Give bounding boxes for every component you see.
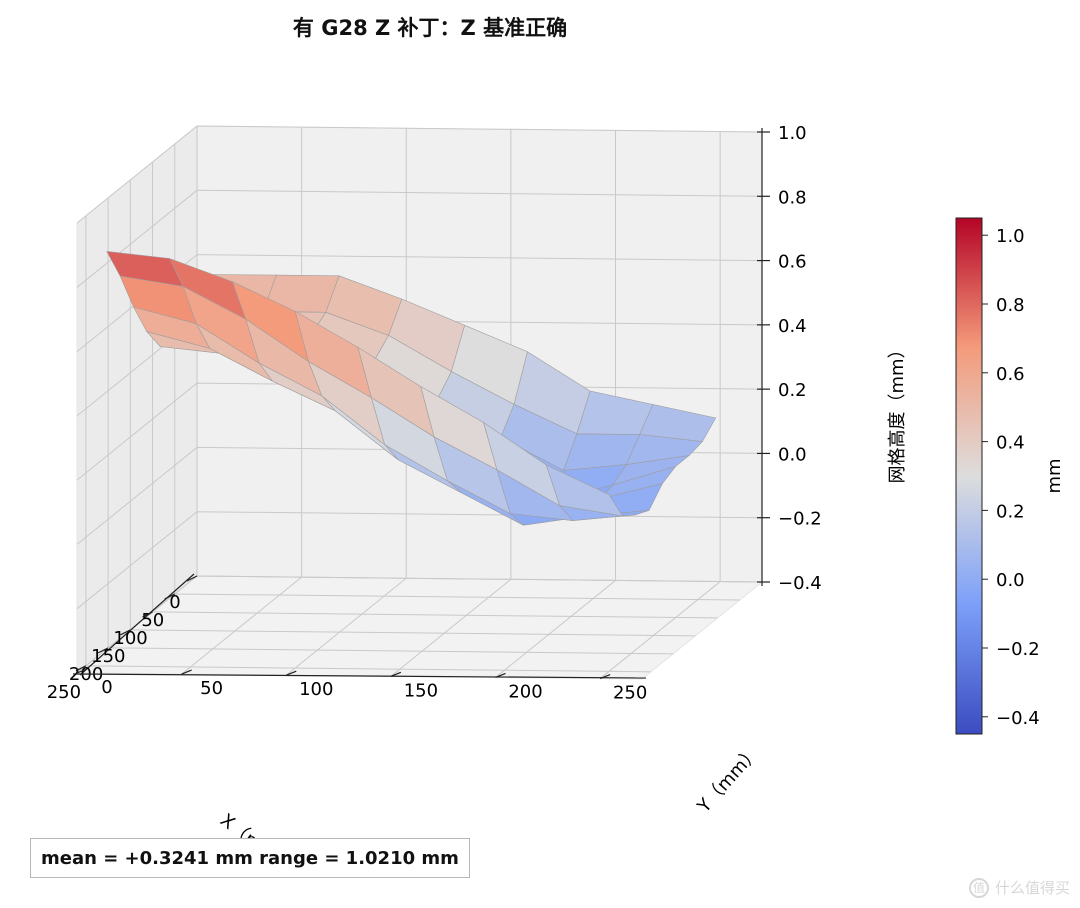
gridline-x-200 [108, 647, 674, 655]
z-tick-label-0.6: 0.6 [778, 252, 807, 273]
y-axis-line [72, 673, 647, 679]
gridline-y-150 [390, 578, 512, 677]
colorbar-label: mm [1044, 458, 1065, 493]
colorbar [955, 217, 983, 735]
gridline-y-200 [495, 580, 616, 678]
x-tick-label-100: 100 [113, 628, 147, 649]
surface [106, 251, 717, 526]
colorbar-tick-label--0.2: −0.2 [996, 639, 1040, 660]
y-tick-label-100: 100 [299, 679, 333, 700]
watermark-text: 什么值得买 [994, 879, 1070, 897]
z-axis-label: 网格高度（mm） [887, 340, 908, 483]
gridline-x-250 [85, 665, 651, 673]
z-tick-label--0.2: −0.2 [778, 509, 822, 530]
x-tick-250 [75, 665, 87, 672]
colorbar-tick-label-0.6: 0.6 [996, 364, 1025, 385]
chart-title: 有 G28 Z 补丁：Z 基准正确 [292, 16, 568, 40]
x-tick-200 [97, 647, 109, 654]
y-tick-label-200: 200 [508, 681, 542, 702]
y-tick-250 [599, 673, 611, 680]
y-tick-label-0: 0 [101, 677, 112, 698]
z-tick-label-1.0: 1.0 [778, 123, 807, 144]
y-tick-50 [181, 669, 192, 675]
gridline-x-50 [174, 593, 740, 601]
stats-box: mean = +0.3241 mm range = 1.0210 mm [30, 838, 470, 878]
x-tick-50 [164, 593, 176, 600]
y-tick-150 [390, 671, 402, 677]
x-tick-label-0: 0 [169, 592, 180, 613]
gridline-y-100 [285, 577, 407, 676]
z-tick-label-0.8: 0.8 [778, 187, 807, 208]
z-tick-label--0.4: −0.4 [778, 573, 822, 594]
y-tick-label-250: 250 [613, 683, 647, 704]
colorbar-tick-label-0.8: 0.8 [996, 295, 1025, 316]
y-tick-label-150: 150 [404, 680, 438, 701]
colorbar-tick-label-1.0: 1.0 [996, 226, 1025, 247]
y-tick-label-50: 50 [200, 678, 223, 699]
y-tick-0 [76, 668, 88, 674]
z-tick-label-0.2: 0.2 [778, 380, 807, 401]
x-tick-150 [120, 629, 131, 636]
y-axis-label: Y（mm） [693, 742, 764, 818]
x-tick-0 [186, 575, 198, 582]
x-tick-label-250: 250 [47, 682, 81, 703]
y-tick-200 [495, 672, 506, 679]
gridline-x-100 [152, 611, 718, 619]
gridline-x-150 [130, 629, 696, 637]
watermark-logo-icon: 值 [968, 877, 989, 898]
z-tick-label-0.4: 0.4 [778, 316, 807, 337]
watermark: 值 什么值得买 [968, 877, 1070, 898]
gridline-z-0.6 [76, 254, 763, 352]
gridline-z-1.0 [76, 125, 763, 224]
x-tick-100 [142, 611, 153, 618]
colorbar-tick-label-0.0: 0.0 [996, 570, 1025, 591]
x-axis-line [79, 573, 195, 676]
gridline-y-250 [599, 581, 721, 679]
gridline-y-50 [181, 576, 302, 675]
y-tick-100 [286, 670, 297, 676]
surface-facet-7-0 [106, 251, 184, 287]
colorbar-tick-label-0.4: 0.4 [996, 433, 1025, 454]
z-tick-label-0.0: 0.0 [778, 444, 807, 465]
colorbar-tick-label-0.2: 0.2 [996, 501, 1025, 522]
x-tick-label-150: 150 [91, 646, 125, 667]
colorbar-tick-label--0.4: −0.4 [996, 708, 1040, 729]
